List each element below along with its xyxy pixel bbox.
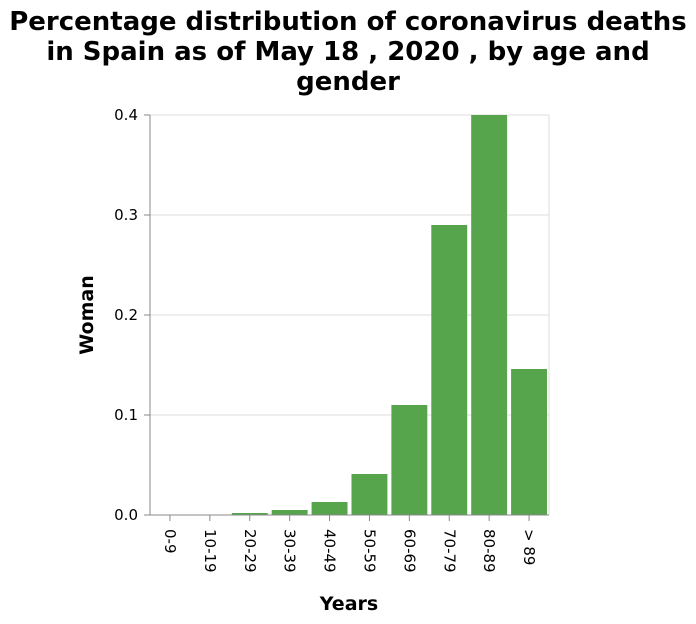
- x-tick-label: 50-59: [360, 529, 378, 573]
- bar: [511, 369, 548, 515]
- bars: [231, 115, 548, 515]
- y-axis-ticks: 0.0 0.1 0.2 0.3 0.4: [114, 106, 150, 524]
- chart-title-line-2: in Spain as of May 18 , 2020 , by age an…: [46, 37, 649, 67]
- y-tick-label: 0.4: [114, 106, 138, 124]
- bar: [271, 510, 308, 515]
- y-tick-label: 0.3: [114, 206, 138, 224]
- y-tick-label: 0.1: [114, 406, 138, 424]
- chart-title-line-3: gender: [296, 67, 400, 97]
- chart-title: Percentage distribution of coronavirus d…: [9, 7, 687, 97]
- x-axis-title: Years: [319, 593, 378, 615]
- y-axis-title: Woman: [76, 275, 98, 354]
- x-tick-label: 30-39: [281, 529, 299, 573]
- bar: [431, 225, 468, 515]
- x-tick-label: 70-79: [440, 529, 458, 573]
- x-tick-label: 20-29: [241, 529, 259, 573]
- x-tick-label: 60-69: [400, 529, 418, 573]
- y-tick-label: 0.0: [114, 506, 138, 524]
- y-tick-label: 0.2: [114, 306, 138, 324]
- chart-title-line-1: Percentage distribution of coronavirus d…: [9, 7, 687, 37]
- bar: [351, 474, 388, 515]
- x-tick-label: 40-49: [321, 529, 339, 573]
- bar: [391, 405, 428, 515]
- bar: [471, 115, 508, 515]
- x-tick-label: 10-19: [201, 529, 219, 573]
- bar: [311, 502, 348, 515]
- x-tick-label: 80-89: [480, 529, 498, 573]
- bar: [231, 513, 268, 515]
- x-axis-ticks: 0-9 10-19 20-29 30-39 40-49 50-59 60-69 70-79 80…: [161, 515, 538, 573]
- x-tick-label: > 89: [520, 529, 538, 565]
- x-tick-label: 0-9: [161, 529, 179, 554]
